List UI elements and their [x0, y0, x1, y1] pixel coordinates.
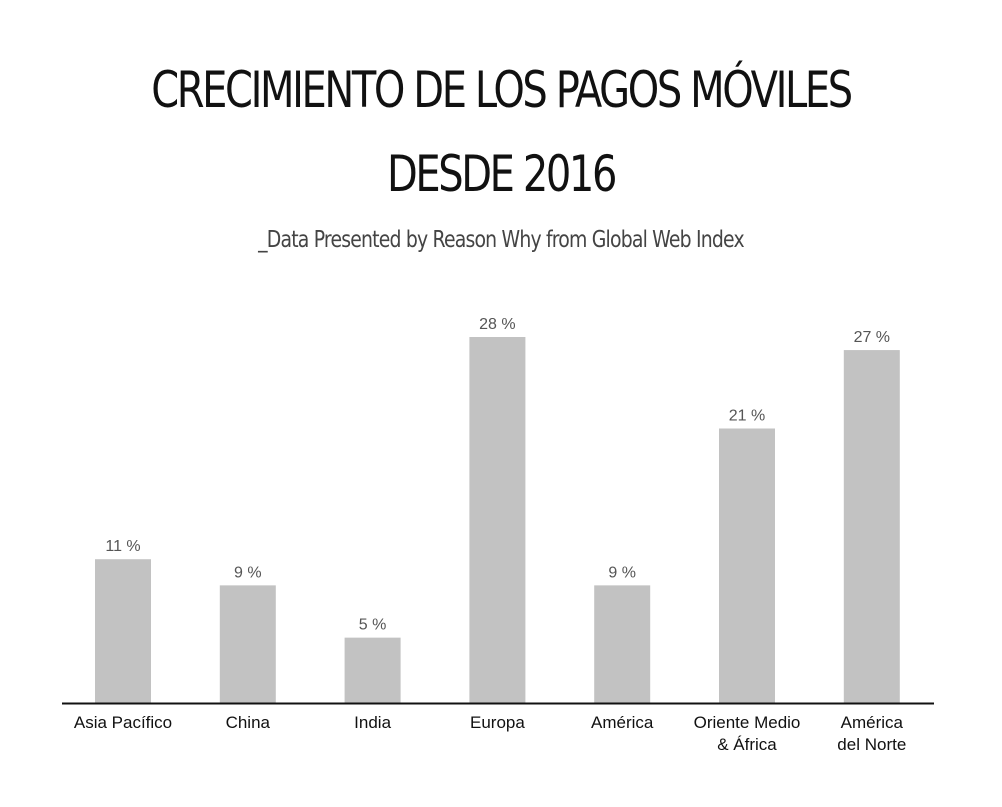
category-label-0: Asia Pacífico [74, 713, 172, 732]
chart-title-line-1: CRECIMIENTO DE LOS PAGOS MÓVILES [151, 61, 853, 119]
category-label-5-line-1: & África [717, 735, 777, 754]
value-label-6: 27 % [854, 329, 890, 346]
bar-0 [95, 559, 151, 703]
bar-1 [219, 585, 276, 703]
category-labels-group: Asia Pacífico China India Europa América Orie… [74, 713, 906, 754]
value-label-5: 21 % [729, 408, 765, 425]
category-label-3: Europa [470, 713, 525, 732]
category-label-4: América [591, 713, 654, 732]
value-label-3: 28 % [479, 316, 515, 333]
value-label-4: 9 % [608, 564, 636, 581]
chart-subtitle: _Data Presented by Reason Why from Globa… [258, 227, 744, 253]
bar-3 [469, 337, 526, 703]
value-label-2: 5 % [359, 617, 387, 634]
bar-5 [719, 428, 775, 703]
category-label-1: China [226, 713, 271, 732]
category-label-6-line-1: del Norte [837, 735, 906, 754]
value-label-1: 9 % [234, 564, 262, 581]
category-label-2: India [354, 713, 391, 732]
category-label-6-line-0: América [841, 713, 904, 732]
chart-title-line-2: DESDE 2016 [386, 145, 617, 203]
value-label-0: 11 % [105, 538, 140, 555]
bars-group [95, 337, 900, 703]
value-labels-group: 11 % 9 % 5 % 28 % 9 % 21 % 27 % [105, 316, 890, 634]
bar-4 [594, 585, 651, 703]
bar-2 [344, 637, 401, 703]
bar-6 [843, 350, 900, 703]
category-label-5-line-0: Oriente Medio [694, 713, 801, 732]
